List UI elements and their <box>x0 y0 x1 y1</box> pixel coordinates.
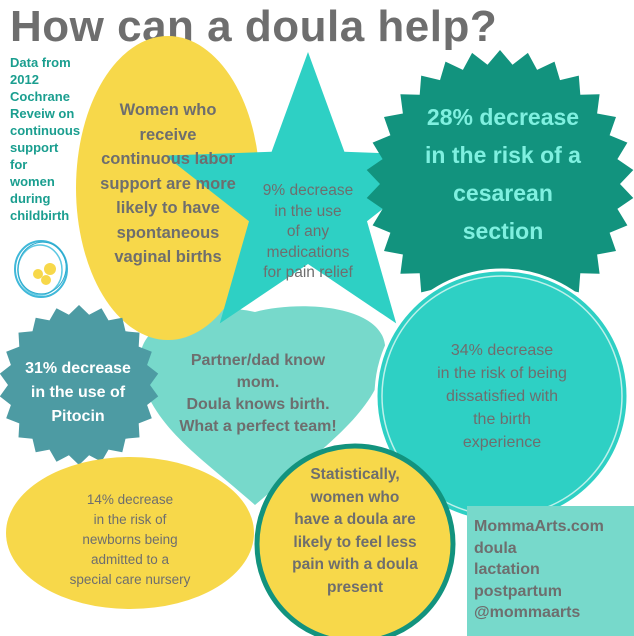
source-note: Data from 2012 Cochrane Reveiw on contin… <box>10 54 90 224</box>
fact-medications: 9% decrease in the use of any medication… <box>262 182 354 281</box>
star-shape <box>165 52 451 324</box>
nursery-oval <box>6 457 254 609</box>
brand-service: doula <box>474 539 517 557</box>
source-line: for <box>10 157 28 172</box>
spontaneous-births-oval <box>76 36 260 340</box>
source-line: Cochrane <box>10 89 70 104</box>
heart-shape <box>140 306 386 505</box>
fact-spontaneous-births: Women who receive continuous labor suppo… <box>100 101 236 266</box>
source-line: Reveiw on <box>10 106 75 121</box>
brand-service: lactation <box>474 561 540 578</box>
fact-pitocin: 31% decrease in the use of Pitocin <box>25 360 131 425</box>
brand-service: postpartum <box>474 582 562 600</box>
brand-handle[interactable]: @mommaarts <box>474 604 581 621</box>
source-line: continuous <box>10 123 81 138</box>
logo-icon <box>14 240 68 298</box>
source-line: childbirth <box>10 208 70 223</box>
less-pain-circle <box>254 443 456 636</box>
source-line: support <box>10 140 59 155</box>
fact-cesarean: 28% decrease in the risk of a cesarean s… <box>425 104 581 244</box>
fact-dissatisfied: 34% decrease in the risk of being dissat… <box>437 342 567 451</box>
pitocin-badge <box>0 305 159 465</box>
source-line: 2012 <box>10 72 39 87</box>
fact-less-pain: Statistically, women who have a doula ar… <box>292 466 418 596</box>
page-title: How can a doula help? <box>10 2 498 51</box>
brand-text: MommaArts.com doula lactation postpartum… <box>474 516 632 624</box>
brand-box <box>467 506 634 636</box>
source-line: women <box>10 174 55 189</box>
source-line: during <box>10 191 51 206</box>
source-line: Data from <box>10 55 71 70</box>
fact-nursery: 14% decrease in the risk of newborns bei… <box>69 492 191 587</box>
cesarean-badge <box>366 50 634 318</box>
brand-site-link[interactable]: MommaArts.com <box>474 518 604 535</box>
fact-team: Partner/dad know mom. Doula knows birth.… <box>179 352 337 435</box>
